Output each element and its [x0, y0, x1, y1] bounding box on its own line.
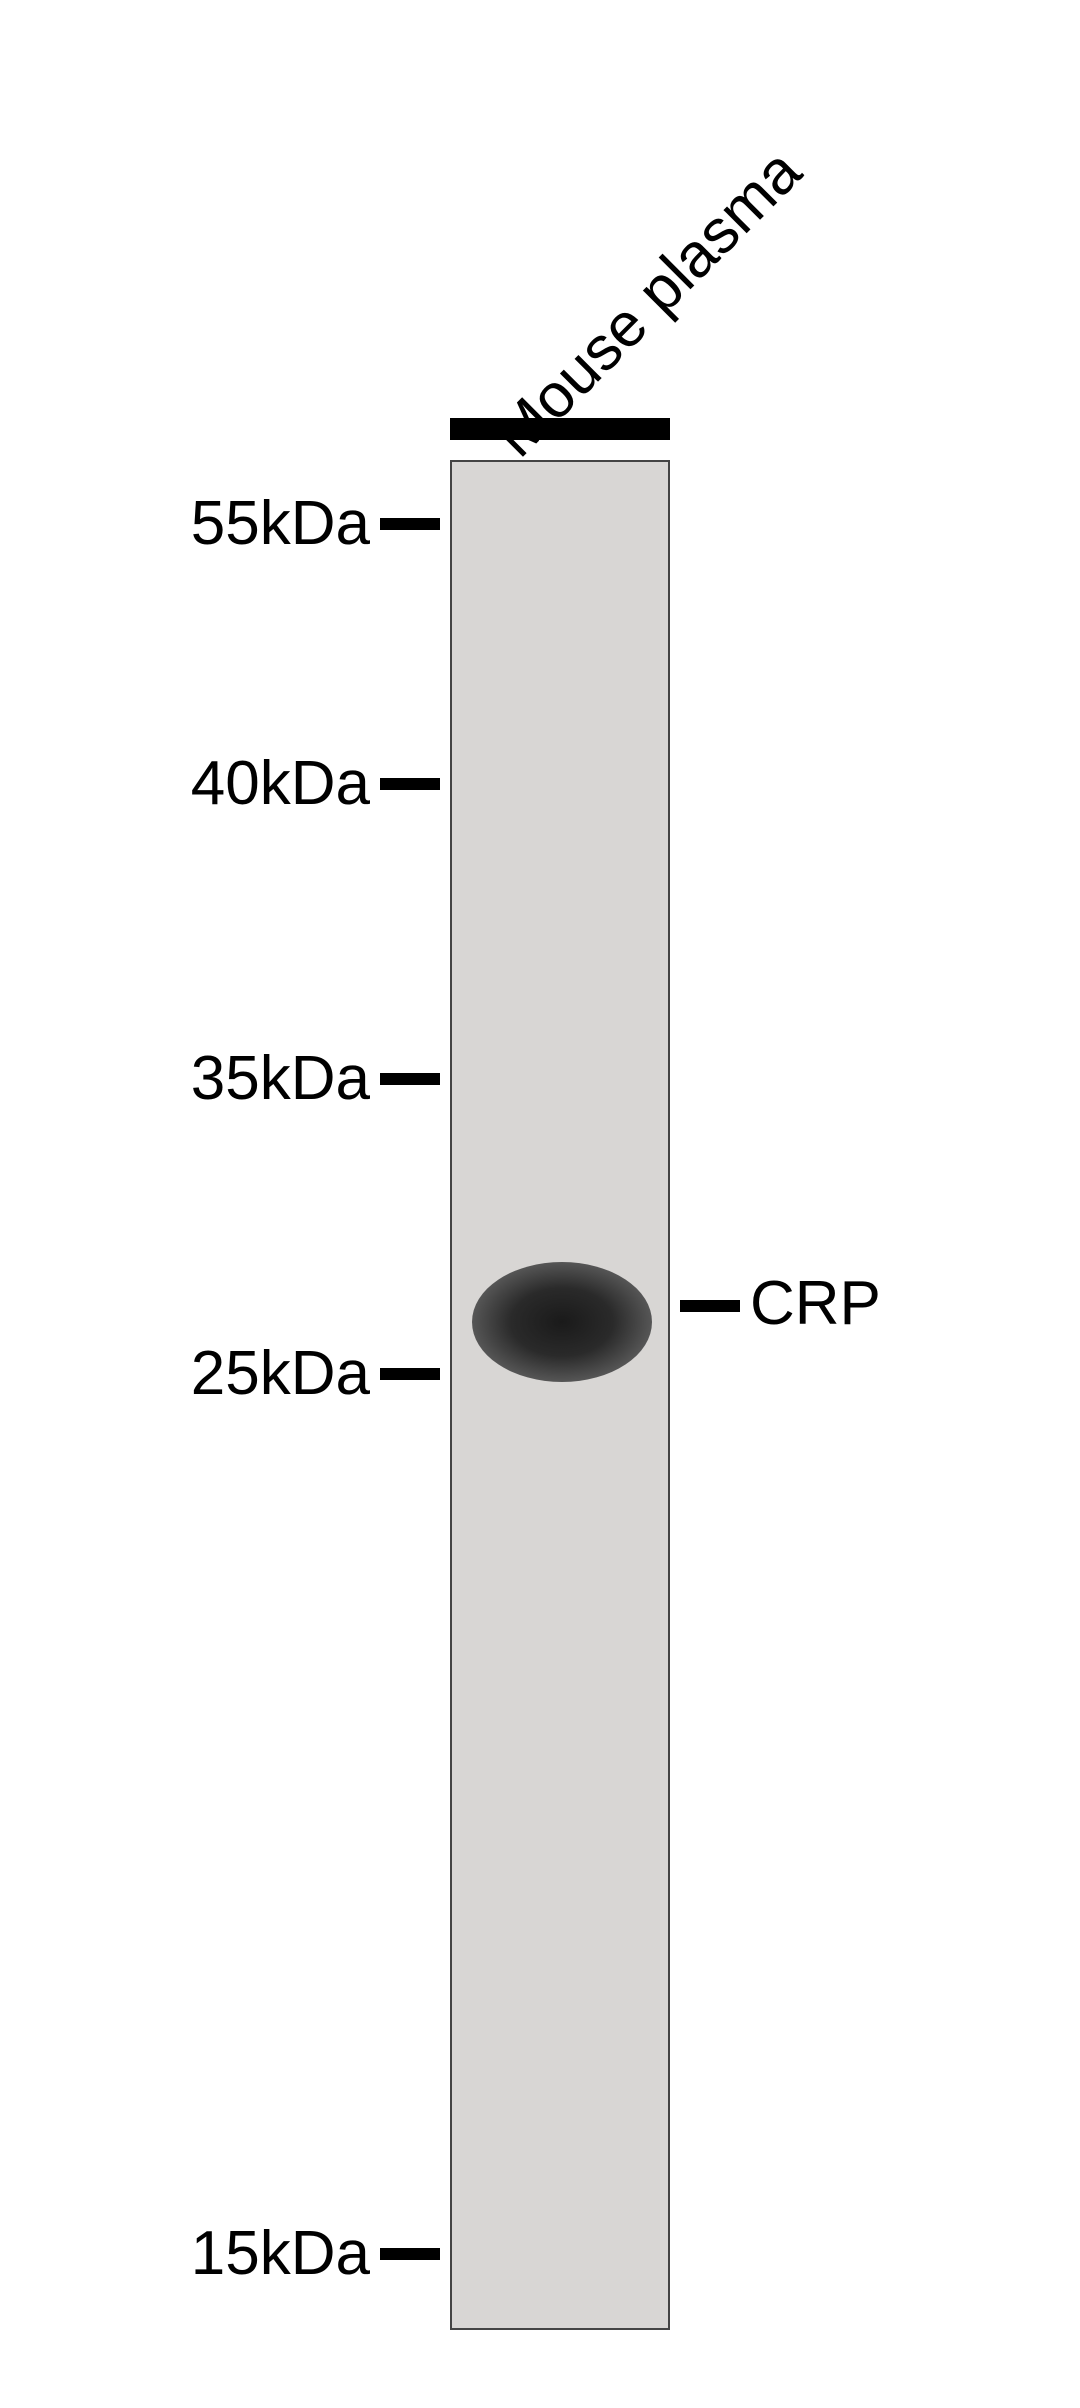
marker-label-35: 35kDa: [130, 1043, 370, 1114]
marker-tick-35: [380, 1073, 440, 1085]
marker-label-40: 40kDa: [130, 748, 370, 819]
blot-lane: [450, 460, 670, 2330]
band-tick-crp: [680, 1300, 740, 1312]
marker-tick-25: [380, 1368, 440, 1380]
marker-tick-55: [380, 518, 440, 530]
marker-tick-40: [380, 778, 440, 790]
lane-header-bar: [450, 418, 670, 440]
crp-band: [472, 1262, 652, 1382]
marker-label-55: 55kDa: [130, 488, 370, 559]
marker-tick-15: [380, 2248, 440, 2260]
figure-container: Mouse plasma 55kDa 40kDa 35kDa 25kDa 15k…: [0, 0, 1080, 2408]
band-label-crp: CRP: [750, 1268, 881, 1339]
marker-label-25: 25kDa: [130, 1338, 370, 1409]
marker-label-15: 15kDa: [130, 2218, 370, 2289]
